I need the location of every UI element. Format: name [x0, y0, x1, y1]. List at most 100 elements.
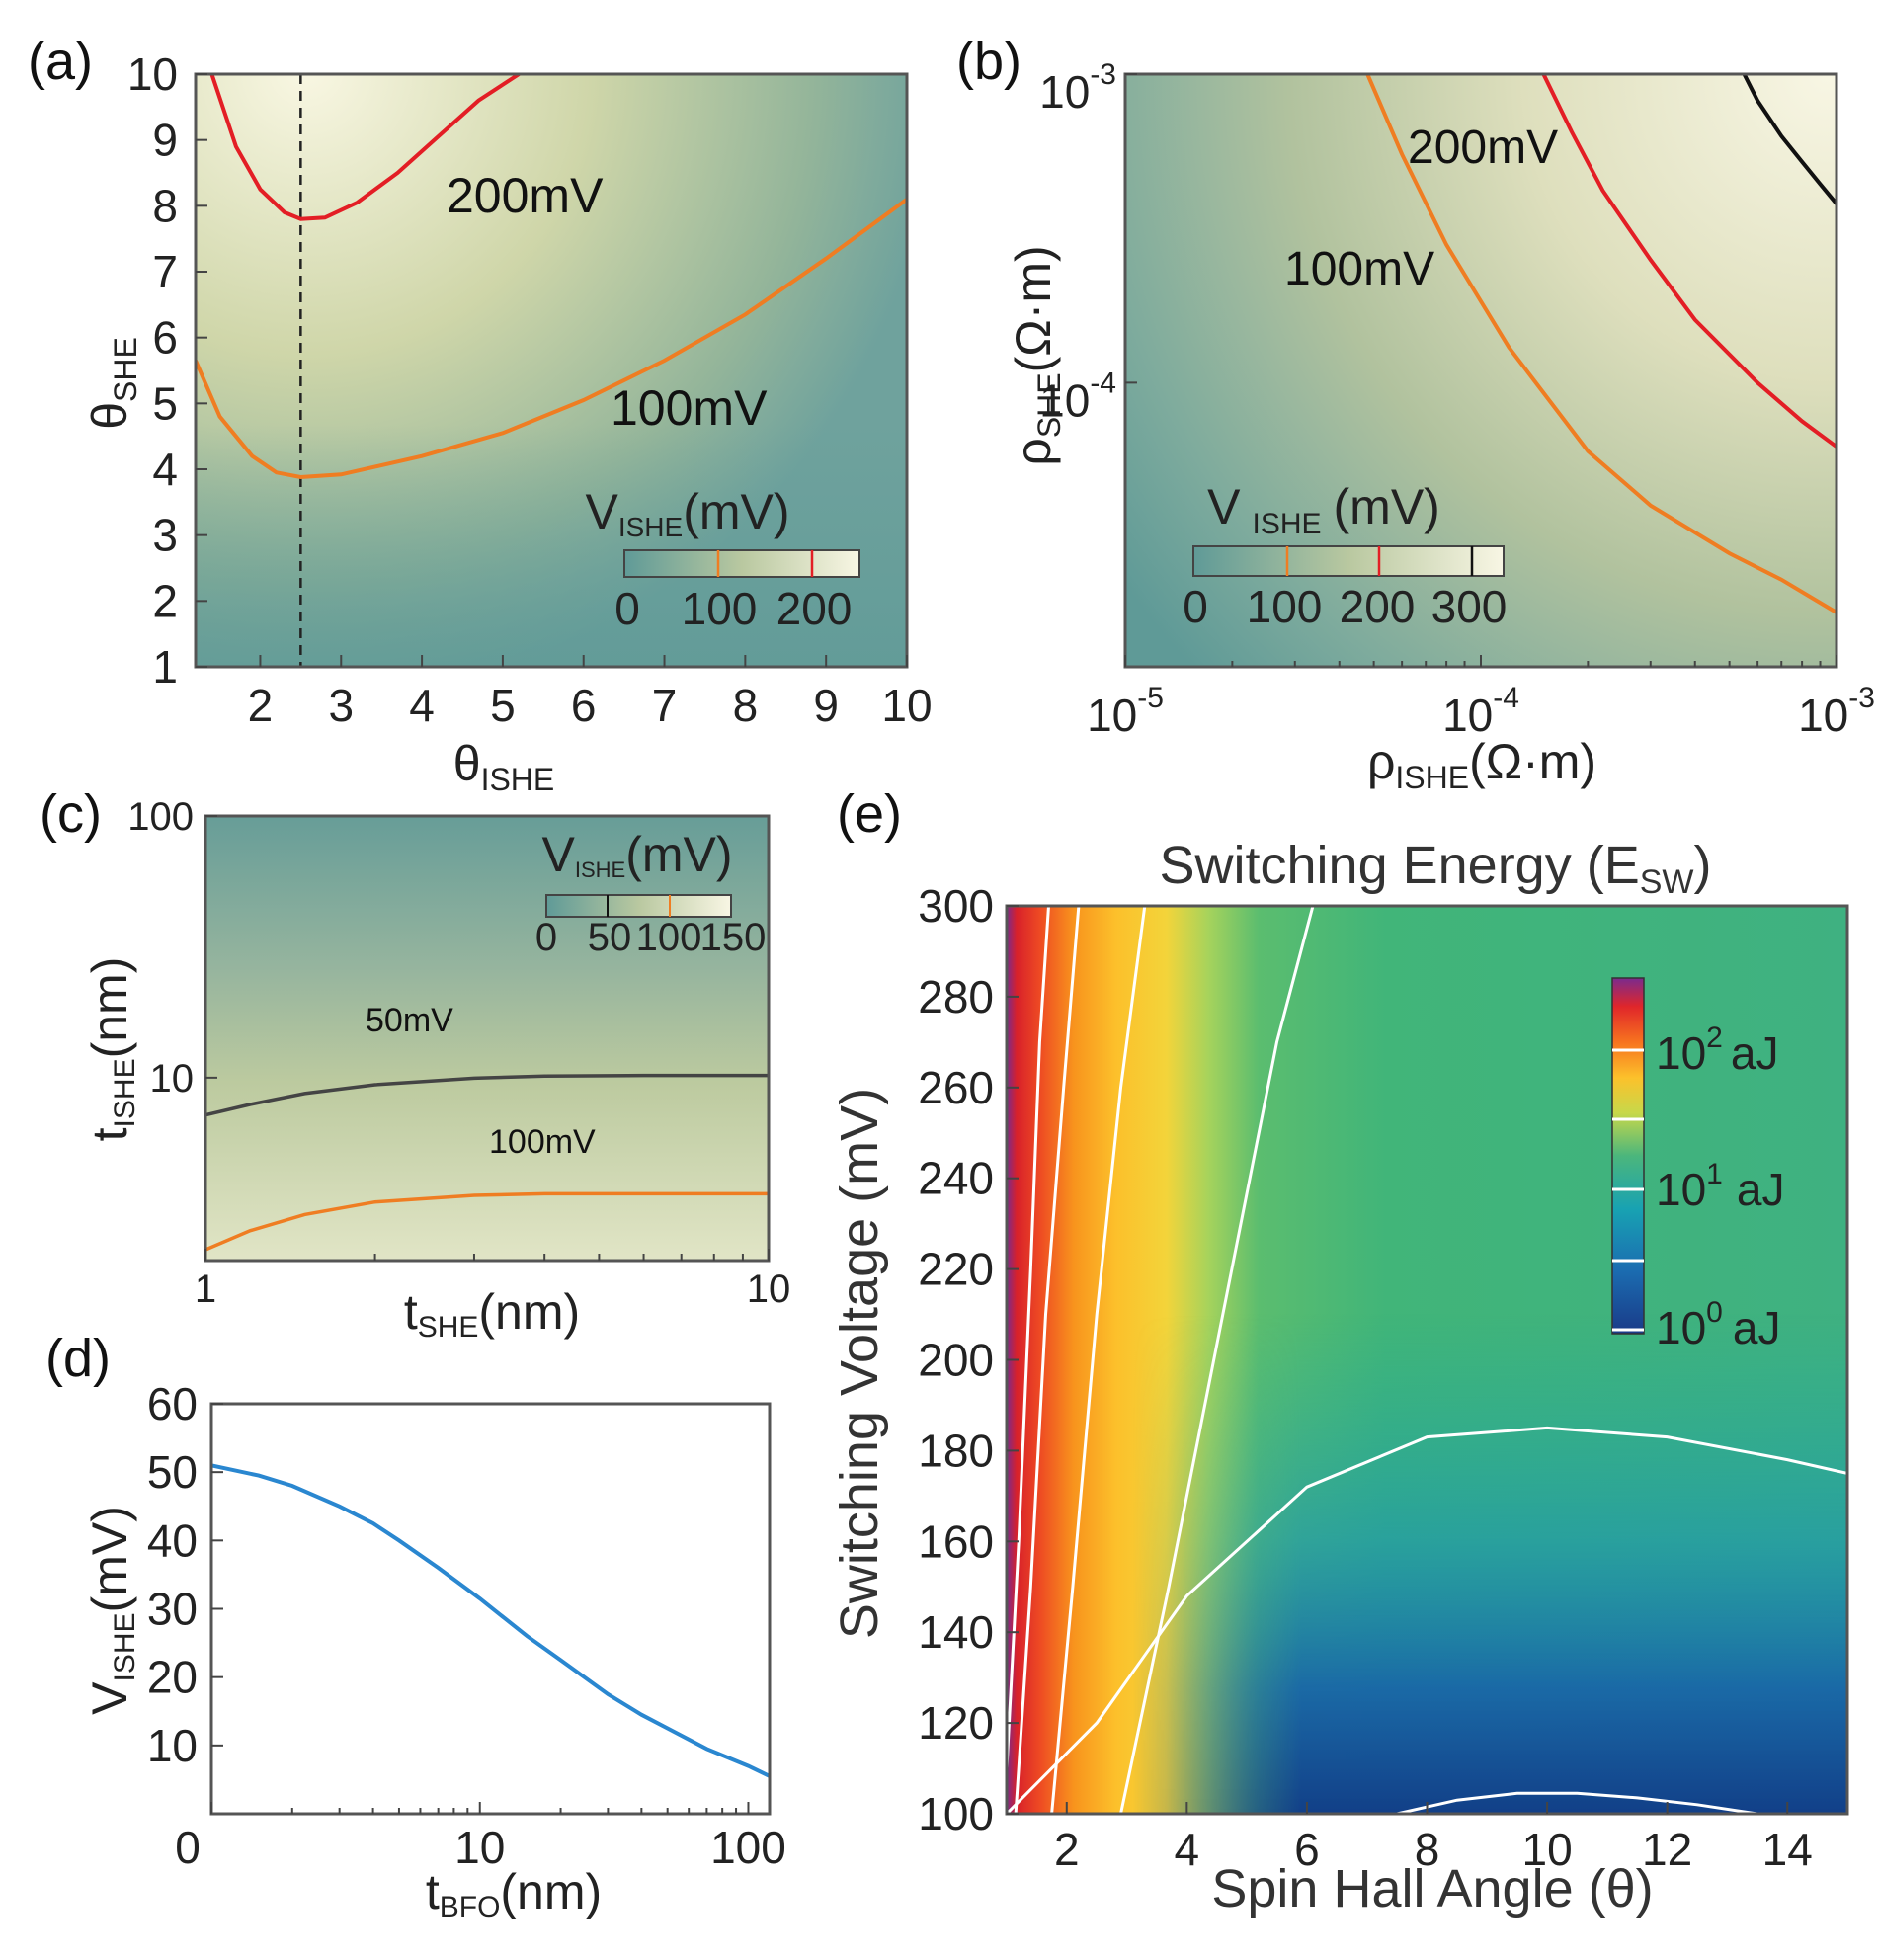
- panel-a-y-tick-label: 3: [152, 510, 178, 561]
- panel-e-x-tick-label: 12: [1642, 1824, 1692, 1875]
- panel-e-y-tick-label: 200: [918, 1335, 994, 1386]
- panel-e-colorbar-tick-1aJ: 100 aJ: [1656, 1296, 1780, 1353]
- panel-b-colorbar-bar: [1192, 545, 1505, 577]
- panel-a-y-tick-label: 10: [127, 48, 178, 100]
- panel-c-y-tick-label: 10: [150, 1057, 195, 1101]
- panel-d-y-tick-label: 10: [147, 1720, 198, 1771]
- panel-a-y-tick-label: 1: [152, 641, 178, 693]
- panel-e-y-tick-label: 220: [918, 1244, 994, 1295]
- panel-a-contour-label-200mV: 200mV: [447, 168, 604, 223]
- panel-d-y-tick-label: 60: [147, 1378, 198, 1429]
- panel-e-y-tick-label: 160: [918, 1515, 994, 1567]
- panel-c-y-ticks: 10 100: [127, 795, 217, 1101]
- panel-b-label: (b): [956, 32, 1021, 91]
- panel-c-x-ticks: 1 10: [195, 1249, 790, 1311]
- panel-c-y-tick-label: 100: [127, 795, 194, 839]
- panel-a-colorbar-tick-100: 100: [682, 583, 758, 634]
- panel-b-colorbar-tick-0: 0: [1183, 581, 1208, 632]
- panel-b-contour-label-100mV: 100mV: [1284, 243, 1434, 295]
- panel-a-contour-label-100mV: 100mV: [611, 380, 768, 436]
- panel-a-y-tick-label: 4: [152, 444, 178, 495]
- panel-e-y-tick-label: 260: [918, 1062, 994, 1113]
- panel-e-contour-4: [1119, 906, 1315, 1814]
- panel-d-y-tick-label: 50: [147, 1446, 198, 1498]
- panel-a-contour-200mV: [209, 74, 521, 221]
- panel-d-y-tick-label: 20: [147, 1652, 198, 1703]
- panel-e-contour-3: [1050, 906, 1147, 1814]
- panel-c-contour-100mV: [205, 1191, 769, 1252]
- panel-c-colorbar-tick-50: 50: [588, 916, 632, 959]
- panel-c-heatmap: [205, 816, 769, 1261]
- panel-a-colorbar: VISHE(mV) 0 100 200: [585, 484, 860, 634]
- panel-d: (d) 0 10 100 10 20 30 40 50 60 tBFO(nm) VISHE(m…: [45, 1329, 786, 1923]
- panel-b-colorbar-title: V ISHE (mV): [1207, 479, 1440, 540]
- panel-c-contour-50mV: [205, 1073, 769, 1117]
- panel-a-ylabel: θSHE: [82, 337, 143, 430]
- panel-b-colorbar-tick-300: 300: [1431, 581, 1508, 632]
- panel-b: (b) 100mV 200mV 10-5 10-4 10-3 10-4 10-3 ρI…: [956, 32, 1875, 795]
- panel-c-xlabel: tSHE(nm): [404, 1284, 580, 1344]
- panel-c-colorbar-tick-100: 100: [636, 916, 702, 959]
- panel-e-y-ticks: 100 120 140 160 180 200 220 240 260 280 300: [918, 880, 1019, 1839]
- panel-a-colorbar-bar: [623, 549, 860, 578]
- panel-e-contour-2: [1014, 906, 1081, 1814]
- panel-a-x-tick-label: 9: [813, 680, 839, 731]
- panel-b-ylabel: ρSHE(Ω·m): [1006, 245, 1067, 465]
- panel-e-x-ticks: 2 4 6 8 10 12 14: [1054, 1802, 1813, 1875]
- panel-d-xlabel: tBFO(nm): [426, 1864, 602, 1923]
- panel-a-y-tick-label: 7: [152, 246, 178, 297]
- panel-c-x-tick-label: 1: [195, 1267, 216, 1311]
- panel-e-y-tick-label: 300: [918, 880, 994, 932]
- panel-d-x-tick-label: 10: [454, 1822, 505, 1873]
- panel-a-x-tick-label: 7: [652, 680, 678, 731]
- panel-b-colorbar: V ISHE (mV) 0 100 200 300: [1183, 479, 1507, 632]
- panel-a-x-tick-label: 10: [881, 680, 932, 731]
- panel-a-x-tick-label: 8: [733, 680, 759, 731]
- panel-e-y-tick-label: 120: [918, 1697, 994, 1749]
- panel-d-x-tick-label: 0: [175, 1822, 201, 1873]
- panel-e-y-tick-label: 180: [918, 1425, 994, 1476]
- panel-b-xlabel: ρISHE(Ω·m): [1367, 734, 1596, 795]
- panel-a-colorbar-tick-200: 200: [776, 583, 853, 634]
- panel-a-colorbar-tick-0: 0: [614, 583, 640, 634]
- panel-a-x-tick-label: 3: [328, 680, 354, 731]
- panel-a: (a) 200mV 100mV 2 3 4 5 6 7 8 9 10 1 2 3 4 5 6 7 8 9 10 θ…: [28, 32, 933, 797]
- panel-a-x-tick-label: 2: [248, 680, 274, 731]
- panel-e-contour-1: [1007, 906, 1050, 1769]
- panel-a-y-ticks: 1 2 3 4 5 6 7 8 9 10: [127, 48, 207, 693]
- panel-b-y-ticks: 10-4 10-3: [1039, 58, 1137, 426]
- panel-a-x-tick-label: 5: [490, 680, 516, 731]
- panel-a-y-tick-label: 9: [152, 115, 178, 166]
- panel-c-colorbar: VISHE(mV) 0 50 100 150: [535, 827, 767, 959]
- panel-b-x-tick-label: 10-4: [1442, 682, 1519, 741]
- panel-e-heatmap-shade: [1007, 906, 1847, 1814]
- panel-e-x-tick-label: 10: [1521, 1824, 1572, 1875]
- panel-e: (e) Switching Energy (ESW) 2 4 6 8 10 12 14 10…: [830, 784, 1849, 1919]
- panel-e-contour-6: [1396, 1791, 1758, 1814]
- panel-a-colorbar-title: VISHE(mV): [585, 484, 789, 542]
- panel-b-x-tick-label: 10-3: [1798, 682, 1875, 741]
- panel-a-y-tick-label: 5: [152, 377, 178, 429]
- panel-a-y-tick-label: 2: [152, 575, 178, 626]
- panel-e-xlabel: Spin Hall Angle (θ): [1211, 1859, 1653, 1919]
- panel-a-xlabel: θISHE: [453, 736, 555, 797]
- panel-e-y-tick-label: 240: [918, 1153, 994, 1204]
- panel-e-x-tick-label: 6: [1294, 1824, 1320, 1875]
- panel-c-colorbar-title: VISHE(mV): [541, 827, 732, 882]
- panel-e-colorbar: 102 aJ 101 aJ 100 aJ: [1611, 977, 1784, 1353]
- panel-c-colorbar-bar: [545, 894, 732, 918]
- panel-e-colorbar-tick-10aJ: 101 aJ: [1656, 1158, 1784, 1215]
- panel-d-series-line: [211, 1463, 770, 1778]
- panel-c-frame: [204, 814, 771, 1263]
- panel-d-y-ticks: 10 20 30 40 50 60: [147, 1378, 223, 1771]
- panel-d-x-ticks: 0 10 100: [175, 1802, 786, 1873]
- panel-e-x-tick-label: 14: [1762, 1824, 1813, 1875]
- panel-c-label: (c): [40, 784, 102, 844]
- panel-b-contour-100mV: [1365, 74, 1837, 614]
- panel-c-x-tick-label: 10: [747, 1267, 791, 1311]
- panel-c-contour-label-100mV: 100mV: [489, 1123, 596, 1161]
- panel-d-x-tick-label: 100: [710, 1822, 786, 1873]
- panel-b-y-tick-label: 10-3: [1039, 58, 1116, 118]
- panel-d-label: (d): [45, 1329, 111, 1388]
- panel-a-x-tick-label: 4: [409, 680, 435, 731]
